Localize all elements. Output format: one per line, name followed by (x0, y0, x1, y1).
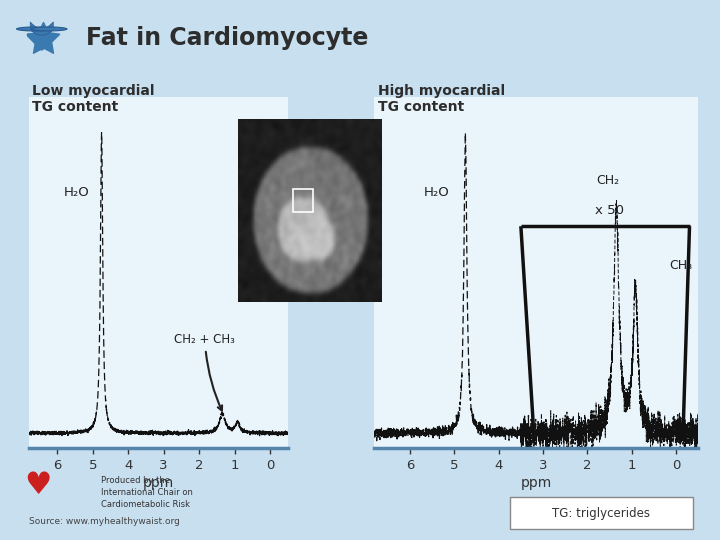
X-axis label: ppm: ppm (521, 476, 552, 490)
Text: Low myocardial
TG content: Low myocardial TG content (32, 84, 155, 114)
Text: Fat in Cardiomyocyte: Fat in Cardiomyocyte (86, 25, 369, 50)
Circle shape (17, 27, 53, 31)
Text: ♥: ♥ (24, 471, 52, 500)
PathPatch shape (30, 22, 53, 35)
Point (37, 35, 49, 43)
Text: H₂O: H₂O (424, 186, 450, 199)
Text: High myocardial
TG content: High myocardial TG content (378, 84, 505, 114)
Text: ♥: ♥ (24, 18, 58, 57)
Text: x 50: x 50 (595, 204, 624, 217)
Circle shape (31, 27, 67, 31)
Text: Produced by the
International Chair on
Cardiometabolic Risk: Produced by the International Chair on C… (101, 476, 193, 509)
X-axis label: ppm: ppm (143, 476, 174, 490)
Text: CH₃: CH₃ (670, 259, 693, 272)
Text: CH₂ + CH₃: CH₂ + CH₃ (174, 333, 235, 410)
Text: CH₂: CH₂ (596, 174, 619, 187)
Bar (293, 190, 313, 212)
Text: TG: triglycerides: TG: triglycerides (552, 507, 650, 519)
Text: Source: www.myhealthywaist.org: Source: www.myhealthywaist.org (29, 517, 180, 526)
Text: H₂O: H₂O (63, 186, 89, 199)
FancyBboxPatch shape (510, 497, 693, 529)
